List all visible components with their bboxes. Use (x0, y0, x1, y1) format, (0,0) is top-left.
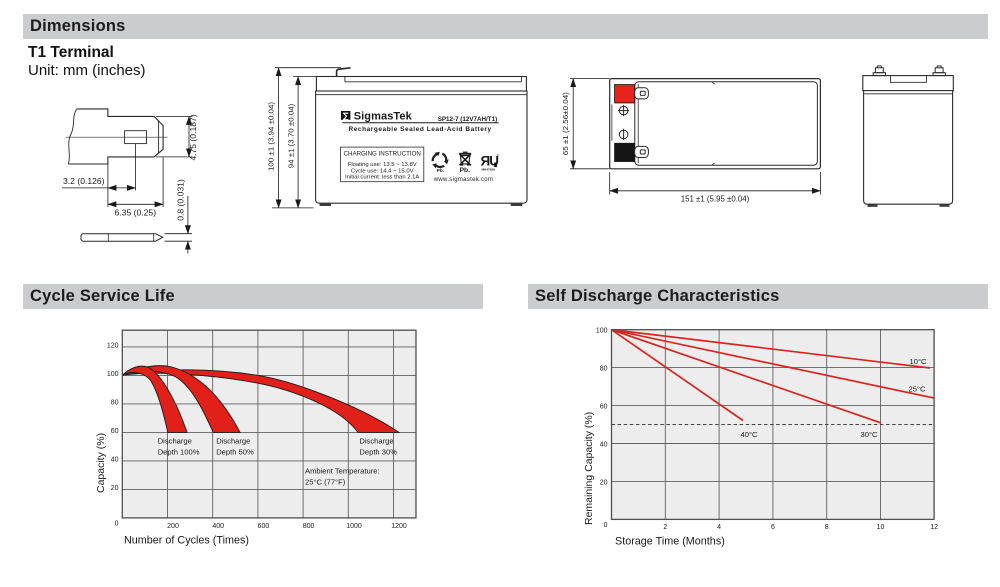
svg-text:40: 40 (600, 442, 608, 449)
svg-text:100: 100 (596, 328, 608, 335)
svg-text:Depth 30%: Depth 30% (359, 448, 397, 457)
svg-text:3.2 (0.126): 3.2 (0.126) (63, 176, 105, 186)
svg-text:4: 4 (717, 524, 721, 531)
svg-text:Floating use: 13.5 ~ 13.8V: Floating use: 13.5 ~ 13.8V (348, 162, 417, 168)
svg-text:12: 12 (930, 524, 938, 531)
svg-text:Number of Cycles (Times): Number of Cycles (Times) (124, 535, 249, 547)
svg-text:94 ±1 (3.70 ±0.04): 94 ±1 (3.70 ±0.04) (287, 103, 296, 168)
svg-text:Discharge: Discharge (158, 437, 192, 446)
svg-text:Pb.: Pb. (460, 167, 470, 174)
svg-text:Discharge: Discharge (359, 437, 393, 446)
svg-text:Initial current: less than 2.1: Initial current: less than 2.1A (345, 175, 419, 181)
svg-text:CHARGING INSTRUCTION: CHARGING INSTRUCTION (344, 150, 421, 157)
svg-text:4.75 (0.187): 4.75 (0.187) (188, 114, 198, 160)
svg-text:Depth 100%: Depth 100% (158, 448, 200, 457)
svg-text:1200: 1200 (391, 523, 407, 530)
svg-text:25°C: 25°C (909, 385, 926, 394)
svg-text:R: R (480, 153, 490, 168)
svg-text:SP12-7 (12V7AH/T1): SP12-7 (12V7AH/T1) (438, 116, 498, 123)
svg-text:40: 40 (111, 457, 119, 464)
svg-text:600: 600 (258, 523, 270, 530)
svg-text:Rechargeable Sealed Lead-Acid: Rechargeable Sealed Lead-Acid Battery (349, 126, 492, 133)
svg-text:2: 2 (663, 524, 667, 531)
svg-text:SigmasTek: SigmasTek (354, 110, 413, 122)
svg-text:200: 200 (167, 523, 179, 530)
svg-text:www.sigmastek.com: www.sigmastek.com (433, 177, 493, 183)
svg-text:Discharge: Discharge (216, 437, 250, 446)
svg-text:10: 10 (877, 524, 885, 531)
svg-text:25°C (77°F): 25°C (77°F) (305, 477, 346, 486)
svg-text:65 ±1 (2.56±0.04): 65 ±1 (2.56±0.04) (561, 92, 570, 155)
svg-text:20: 20 (600, 479, 608, 486)
svg-text:60: 60 (600, 404, 608, 411)
svg-text:100 ±1 (3.94 ±0.04): 100 ±1 (3.94 ±0.04) (267, 102, 276, 171)
svg-text:U: U (489, 153, 499, 168)
svg-text:0: 0 (604, 522, 608, 529)
svg-text:0.8 (0.031): 0.8 (0.031) (175, 179, 185, 221)
svg-text:Remaining Capacity (%): Remaining Capacity (%) (583, 412, 595, 525)
svg-text:400: 400 (212, 523, 224, 530)
svg-text:30°C: 30°C (861, 430, 878, 439)
svg-text:40°C: 40°C (741, 430, 758, 439)
svg-text:120: 120 (107, 343, 119, 350)
svg-text:Capacity (%): Capacity (%) (95, 433, 107, 493)
svg-text:100: 100 (107, 371, 119, 378)
svg-text:MH47829: MH47829 (481, 168, 495, 172)
svg-text:80: 80 (600, 366, 608, 373)
svg-text:6: 6 (771, 524, 775, 531)
svg-text:Pb.: Pb. (437, 168, 444, 174)
svg-text:Storage Time (Months): Storage Time (Months) (615, 536, 725, 548)
svg-text:80: 80 (111, 400, 119, 407)
svg-text:Cycle use: 14.4 ~ 15.0V: Cycle use: 14.4 ~ 15.0V (351, 168, 414, 174)
svg-text:6.35 (0.25): 6.35 (0.25) (115, 207, 157, 217)
svg-text:60: 60 (111, 428, 119, 435)
svg-text:1000: 1000 (346, 523, 362, 530)
svg-text:®: ® (497, 153, 500, 157)
svg-text:10°C: 10°C (910, 357, 927, 366)
svg-text:Ambient Temperature:: Ambient Temperature: (305, 467, 380, 476)
svg-text:151 ±1 (5.95 ±0.04): 151 ±1 (5.95 ±0.04) (681, 195, 750, 204)
svg-text:8: 8 (825, 524, 829, 531)
svg-text:800: 800 (303, 523, 315, 530)
svg-text:Depth 50%: Depth 50% (216, 448, 254, 457)
svg-text:0: 0 (115, 521, 119, 528)
svg-text:20: 20 (111, 485, 119, 492)
